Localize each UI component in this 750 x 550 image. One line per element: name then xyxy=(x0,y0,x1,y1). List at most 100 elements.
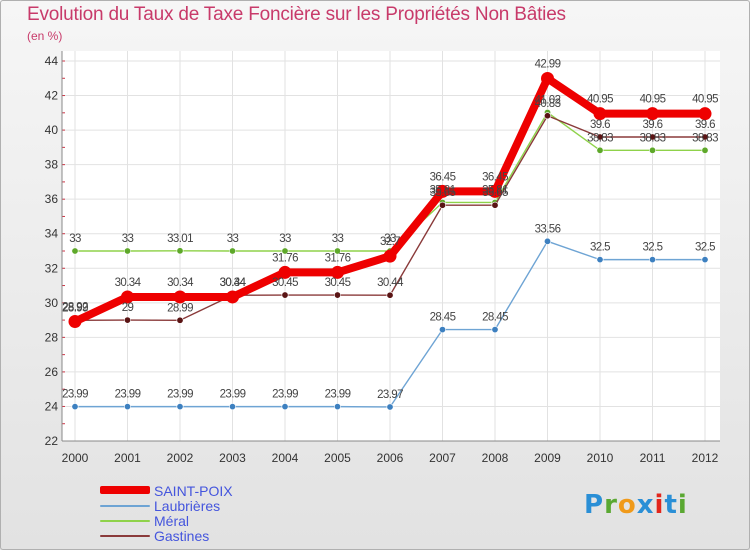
data-point-saint-poix xyxy=(383,249,397,263)
data-label-saint-poix: 40.95 xyxy=(587,94,613,106)
chart-title: Evolution du Taux de Taxe Foncière sur l… xyxy=(27,4,566,25)
data-label-saint-poix: 30.34 xyxy=(115,277,142,289)
legend-swatch-laubrieres xyxy=(100,505,150,507)
data-label-laubrieres: 23.99 xyxy=(220,389,246,401)
data-label-gastines: 30.44 xyxy=(220,277,247,289)
data-label-meral: 33 xyxy=(384,233,396,245)
data-point-laubrieres xyxy=(596,256,604,264)
data-point-laubrieres xyxy=(176,403,184,411)
data-label-saint-poix: 31.76 xyxy=(272,252,298,264)
data-label-laubrieres: 28.45 xyxy=(430,312,456,324)
x-tick-label: 2002 xyxy=(167,451,194,465)
logo-letter: P xyxy=(584,490,605,520)
data-point-laubrieres xyxy=(71,403,79,411)
data-label-meral: 38.83 xyxy=(587,132,613,144)
data-point-saint-poix xyxy=(646,107,659,121)
data-point-laubrieres xyxy=(386,403,394,411)
data-point-laubrieres xyxy=(124,403,132,411)
y-tick-label: 24 xyxy=(45,399,59,413)
data-label-gastines: 35.65 xyxy=(482,187,508,199)
logo-letter: i xyxy=(677,490,688,520)
data-label-saint-poix: 36.45 xyxy=(430,171,456,183)
legend-swatch-gastines xyxy=(100,535,150,537)
y-tick-label: 42 xyxy=(45,89,59,103)
x-tick-label: 2009 xyxy=(534,451,561,465)
x-tick-label: 2007 xyxy=(429,451,456,465)
data-point-laubrieres xyxy=(281,403,289,411)
data-point-gastines xyxy=(648,133,656,141)
data-label-gastines: 29 xyxy=(122,302,134,314)
data-label-saint-poix: 40.95 xyxy=(692,94,718,106)
data-point-gastines xyxy=(333,291,341,299)
data-point-gastines xyxy=(124,316,132,324)
x-tick-label: 2006 xyxy=(377,451,404,465)
data-label-laubrieres: 32.5 xyxy=(590,242,610,254)
data-label-gastines: 30.44 xyxy=(377,277,404,289)
data-label-saint-poix: 31.76 xyxy=(325,252,351,264)
x-tick-label: 2010 xyxy=(587,451,614,465)
legend-label-gastines: Gastines xyxy=(154,528,210,544)
x-tick-label: 2008 xyxy=(482,451,509,465)
logo-letter: t xyxy=(664,490,678,520)
legend-label-laubrieres: Laubrières xyxy=(154,498,221,514)
data-point-saint-poix xyxy=(331,265,344,279)
data-label-laubrieres: 23.99 xyxy=(115,389,141,401)
data-point-meral xyxy=(71,247,79,255)
data-point-gastines xyxy=(701,133,709,141)
x-tick-label: 2012 xyxy=(692,451,719,465)
data-label-meral: 41.02 xyxy=(535,94,561,106)
data-label-laubrieres: 23.99 xyxy=(62,389,88,401)
logo-letter: o xyxy=(617,490,637,520)
data-point-meral xyxy=(281,247,289,255)
data-point-laubrieres xyxy=(229,403,237,411)
data-point-meral xyxy=(229,247,237,255)
y-tick-label: 36 xyxy=(45,192,59,206)
y-tick-label: 38 xyxy=(45,158,59,172)
data-point-laubrieres xyxy=(543,237,551,245)
line-chart: 22 24 26 28 30 32 34 36 38 40 42 44 2000 2001 2002 2003… xyxy=(45,51,720,465)
x-tick-label: 2004 xyxy=(272,451,299,465)
data-point-meral xyxy=(176,247,184,255)
data-label-laubrieres: 32.5 xyxy=(643,242,663,254)
y-tick-label: 32 xyxy=(45,261,59,275)
data-point-meral xyxy=(648,146,656,154)
data-label-meral: 38.83 xyxy=(640,132,666,144)
data-label-meral: 33.01 xyxy=(167,233,193,245)
y-tick-label: 22 xyxy=(45,434,59,448)
logo-letter: i xyxy=(654,490,665,520)
data-point-saint-poix xyxy=(488,184,502,198)
data-point-gastines xyxy=(491,201,499,209)
data-point-laubrieres xyxy=(701,256,709,264)
y-tick-label: 30 xyxy=(45,296,59,310)
logo-letter: r xyxy=(604,490,618,520)
data-label-gastines: 40.83 xyxy=(535,98,561,110)
data-point-gastines xyxy=(386,291,394,299)
data-point-saint-poix xyxy=(541,71,554,85)
data-point-saint-poix xyxy=(278,265,292,279)
data-label-laubrieres: 23.99 xyxy=(325,389,351,401)
proxiti-logo: Proxiti xyxy=(584,490,688,520)
data-label-saint-poix: 32.7 xyxy=(380,236,400,248)
data-label-gastines: 28.99 xyxy=(167,302,193,314)
data-label-gastines: 39.6 xyxy=(695,119,715,131)
data-label-meral: 38.83 xyxy=(692,132,718,144)
data-point-gastines xyxy=(543,112,551,120)
data-label-gastines: 30.45 xyxy=(325,277,351,289)
legend-label-saint-poix: SAINT-POIX xyxy=(154,483,233,499)
y-tick-label: 44 xyxy=(45,54,59,68)
legend-swatch-meral xyxy=(100,520,150,522)
data-label-gastines: 39.6 xyxy=(643,119,663,131)
data-point-meral xyxy=(701,146,709,154)
data-label-saint-poix: 30.34 xyxy=(220,277,247,289)
data-point-gastines xyxy=(281,291,289,299)
y-tick-label: 26 xyxy=(45,365,59,379)
data-point-saint-poix xyxy=(173,290,187,304)
data-point-laubrieres xyxy=(648,256,656,264)
data-point-gastines xyxy=(176,316,184,324)
data-label-laubrieres: 32.5 xyxy=(695,242,715,254)
data-label-saint-poix: 28.92 xyxy=(62,301,88,313)
x-tick-label: 2000 xyxy=(62,451,89,465)
data-label-meral: 33 xyxy=(227,233,239,245)
data-label-meral: 35.81 xyxy=(482,184,508,196)
data-point-laubrieres xyxy=(491,326,499,334)
